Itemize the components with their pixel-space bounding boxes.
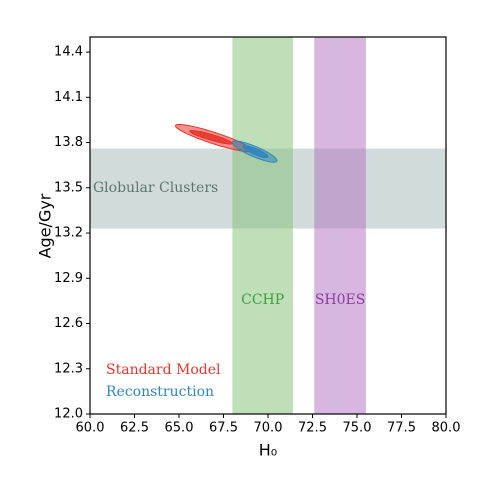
band-label: SH0ES	[315, 292, 366, 308]
x-tick-label: 77.5	[387, 421, 416, 436]
x-tick-label: 67.5	[209, 421, 238, 436]
y-tick-label: 14.4	[54, 45, 83, 60]
band-label: Globular Clusters	[93, 180, 218, 196]
y-axis-label: Age/Gyr	[36, 193, 55, 258]
y-tick-label: 13.8	[54, 135, 83, 150]
x-tick-label: 80.0	[432, 421, 461, 436]
y-tick-label: 12.0	[54, 407, 83, 422]
v-band	[232, 37, 293, 414]
y-tick-label: 12.6	[54, 316, 83, 331]
contour	[242, 145, 269, 159]
y-tick-label: 13.5	[54, 180, 83, 195]
y-tick-label: 13.2	[54, 226, 83, 241]
y-tick-label: 12.3	[54, 361, 83, 376]
x-tick-label: 65.0	[165, 421, 194, 436]
legend-entry: Standard Model	[106, 362, 221, 378]
x-tick-label: 70.0	[254, 421, 283, 436]
x-tick-label: 60.0	[76, 421, 105, 436]
y-tick-label: 14.1	[54, 90, 83, 105]
contour	[189, 129, 233, 145]
x-tick-label: 75.0	[343, 421, 372, 436]
legend-entry: Reconstruction	[106, 384, 214, 400]
x-tick-label: 72.5	[298, 421, 327, 436]
x-tick-label: 62.5	[120, 421, 149, 436]
band-label: CCHP	[241, 292, 284, 308]
v-band	[314, 37, 366, 414]
x-axis-label: H₀	[259, 441, 277, 460]
y-tick-label: 12.9	[54, 271, 83, 286]
